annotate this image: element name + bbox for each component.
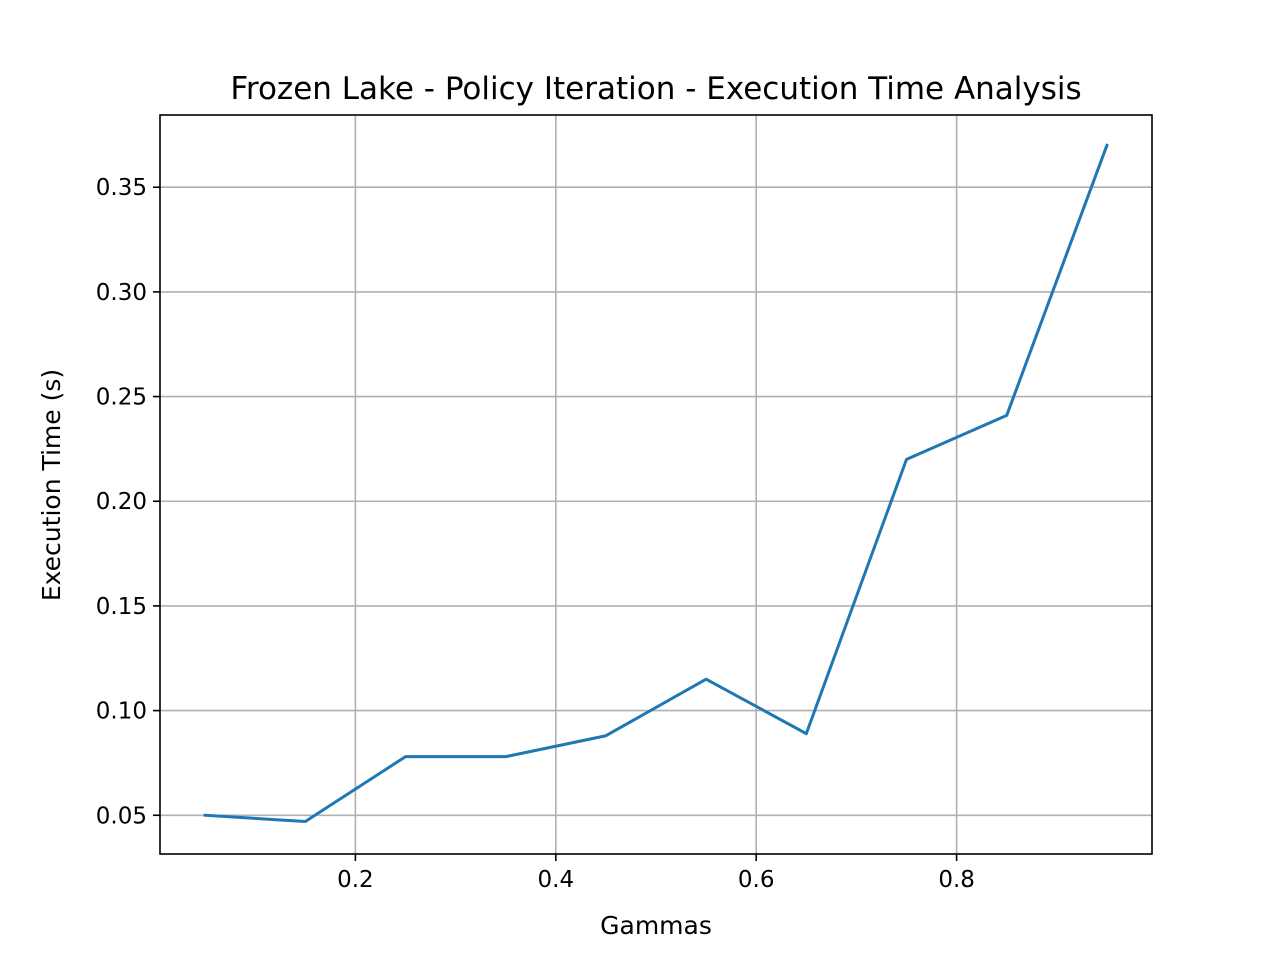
plot-area-frame	[159, 114, 1153, 855]
chart-title: Frozen Lake - Policy Iteration - Executi…	[230, 71, 1081, 107]
tick-layer: 0.2 0.4 0.6 0.8 0.05 0.10 0.15 0.20 0.25 0.30 0.35	[96, 175, 975, 893]
y-tick-label: 0.25	[96, 385, 147, 411]
y-tick-label: 0.30	[96, 280, 147, 306]
x-axis-label: Gammas	[600, 911, 712, 940]
y-tick-label: 0.05	[96, 803, 147, 829]
y-tick-label: 0.35	[96, 175, 147, 201]
y-axis-label: Execution Time (s)	[37, 369, 66, 601]
x-tick-label: 0.6	[738, 867, 775, 893]
x-tick-label: 0.2	[337, 867, 374, 893]
series-layer	[203, 143, 1109, 824]
y-tick-label: 0.15	[96, 594, 147, 620]
grid-lines	[160, 115, 1152, 854]
series-line	[203, 143, 1109, 824]
y-tick-label: 0.10	[96, 699, 147, 725]
x-tick-label: 0.4	[538, 867, 575, 893]
y-tick-label: 0.20	[96, 489, 147, 515]
x-tick-label: 0.8	[938, 867, 975, 893]
